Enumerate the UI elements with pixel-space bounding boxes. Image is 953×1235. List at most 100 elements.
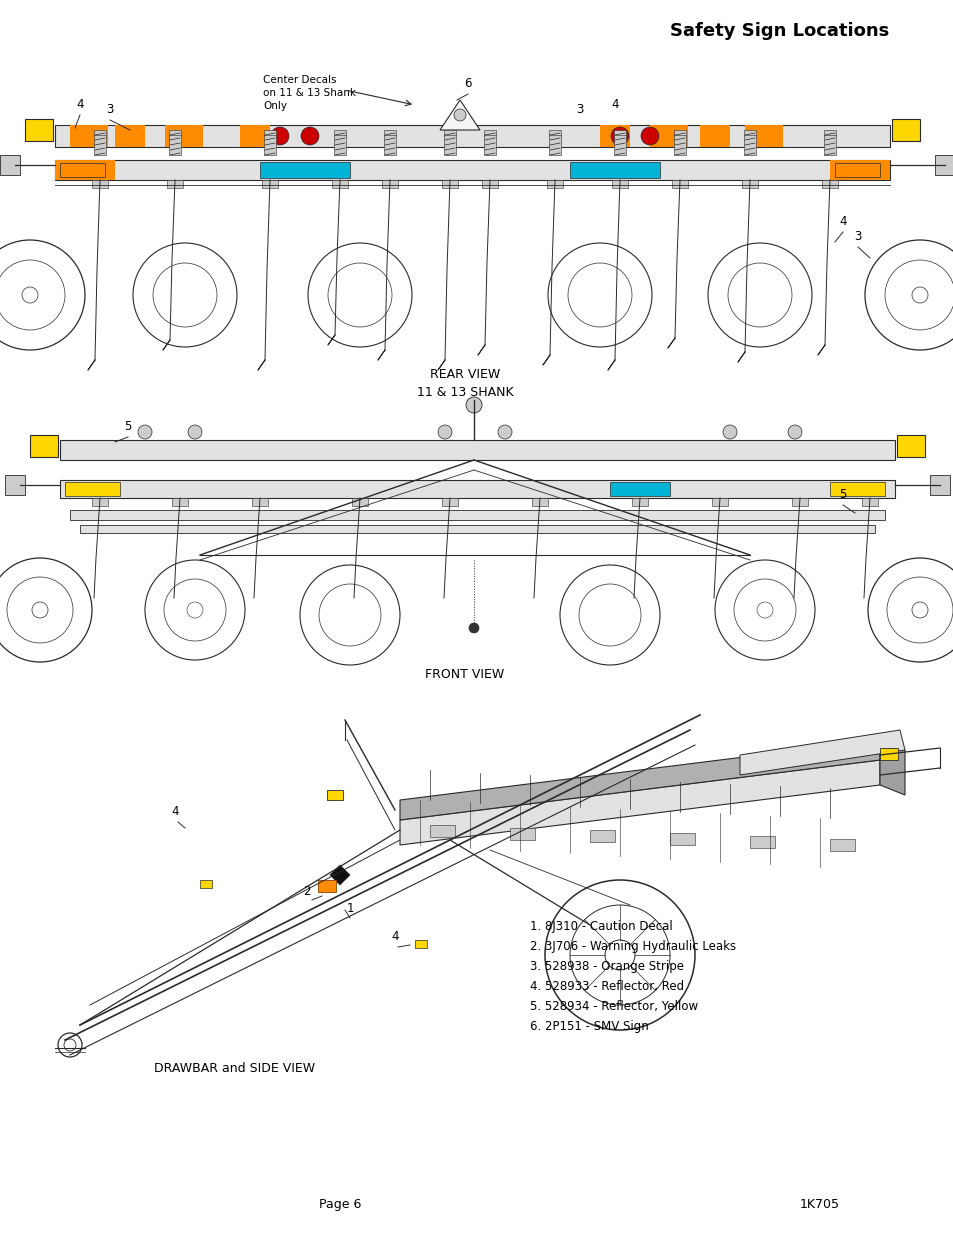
Bar xyxy=(599,125,629,147)
Text: 6: 6 xyxy=(464,77,471,90)
Bar xyxy=(65,482,120,496)
Text: 4: 4 xyxy=(172,805,178,818)
Text: REAR VIEW
11 & 13 SHANK: REAR VIEW 11 & 13 SHANK xyxy=(416,368,513,399)
Bar xyxy=(823,135,835,156)
Bar xyxy=(80,525,874,534)
Polygon shape xyxy=(879,740,904,795)
Bar xyxy=(510,827,535,840)
Text: 2. 3J706 - Warning Hydraulic Leaks: 2. 3J706 - Warning Hydraulic Leaks xyxy=(530,940,736,953)
Bar xyxy=(823,130,835,136)
Bar xyxy=(891,119,919,141)
Bar xyxy=(169,130,181,136)
Circle shape xyxy=(722,425,737,438)
Bar xyxy=(673,130,685,136)
Bar xyxy=(91,498,108,506)
Bar xyxy=(384,135,395,156)
Bar xyxy=(430,825,455,837)
Bar xyxy=(483,135,496,156)
Bar xyxy=(25,119,53,141)
Text: 2: 2 xyxy=(303,885,311,898)
Text: 4. 528933 - Reflector, Red: 4. 528933 - Reflector, Red xyxy=(530,981,683,993)
Bar xyxy=(821,180,837,188)
Bar xyxy=(94,130,106,136)
Bar xyxy=(834,163,879,177)
Polygon shape xyxy=(399,760,879,845)
Bar xyxy=(829,839,854,851)
Bar xyxy=(332,180,348,188)
Bar xyxy=(94,135,106,156)
Text: FRONT VIEW: FRONT VIEW xyxy=(425,668,504,680)
Bar xyxy=(548,130,560,136)
Bar xyxy=(334,135,346,156)
Bar xyxy=(60,440,894,459)
Text: 4: 4 xyxy=(611,98,618,111)
Bar xyxy=(55,161,889,180)
Text: 4: 4 xyxy=(76,98,84,111)
Bar xyxy=(55,125,889,147)
Text: DRAWBAR and SIDE VIEW: DRAWBAR and SIDE VIEW xyxy=(154,1062,315,1074)
Bar xyxy=(673,135,685,156)
Bar xyxy=(352,498,368,506)
Bar xyxy=(791,498,807,506)
Bar xyxy=(649,125,687,147)
Bar xyxy=(711,498,727,506)
Bar xyxy=(115,125,145,147)
Bar xyxy=(671,180,687,188)
Bar xyxy=(548,135,560,156)
Bar xyxy=(262,180,277,188)
Text: 5: 5 xyxy=(839,488,846,501)
Text: Safety Sign Locations: Safety Sign Locations xyxy=(670,22,889,40)
Bar xyxy=(532,498,547,506)
Circle shape xyxy=(787,425,801,438)
Text: Center Decals
on 11 & 13 Shank
Only: Center Decals on 11 & 13 Shank Only xyxy=(263,75,355,111)
Circle shape xyxy=(188,425,202,438)
Bar xyxy=(631,498,647,506)
Bar xyxy=(896,435,924,457)
Polygon shape xyxy=(439,100,479,130)
Bar xyxy=(829,161,889,180)
Text: 1K705: 1K705 xyxy=(800,1198,840,1212)
Bar xyxy=(669,834,695,845)
Bar xyxy=(60,480,894,498)
Text: 6. 2P151 - SMV Sign: 6. 2P151 - SMV Sign xyxy=(530,1020,648,1032)
Bar xyxy=(589,830,615,842)
Bar xyxy=(70,510,884,520)
Bar xyxy=(743,135,755,156)
Bar xyxy=(252,498,268,506)
Bar xyxy=(172,498,188,506)
Bar xyxy=(91,180,108,188)
Bar xyxy=(614,130,625,136)
Circle shape xyxy=(301,127,318,144)
Circle shape xyxy=(640,127,659,144)
Circle shape xyxy=(610,127,628,144)
Bar xyxy=(260,162,350,178)
Bar xyxy=(60,163,105,177)
Text: Page 6: Page 6 xyxy=(318,1198,361,1212)
Text: 5: 5 xyxy=(124,420,132,433)
Bar xyxy=(546,180,562,188)
Bar xyxy=(741,180,758,188)
Bar xyxy=(483,130,496,136)
Bar xyxy=(443,135,456,156)
Circle shape xyxy=(465,396,481,412)
Circle shape xyxy=(469,622,478,634)
Bar xyxy=(744,125,782,147)
Circle shape xyxy=(454,109,465,121)
Bar xyxy=(200,881,212,888)
Bar xyxy=(749,836,774,848)
Text: 3: 3 xyxy=(106,103,113,116)
Polygon shape xyxy=(330,864,350,885)
Text: 3. 528938 - Orange Stripe: 3. 528938 - Orange Stripe xyxy=(530,960,683,973)
Bar xyxy=(614,135,625,156)
Text: 3: 3 xyxy=(854,230,861,243)
Bar xyxy=(240,125,270,147)
Polygon shape xyxy=(399,740,879,820)
Bar xyxy=(169,135,181,156)
Bar xyxy=(384,130,395,136)
Bar xyxy=(70,125,108,147)
Bar xyxy=(441,180,457,188)
Bar xyxy=(441,498,457,506)
Bar xyxy=(609,482,669,496)
Bar xyxy=(481,180,497,188)
Bar xyxy=(415,940,427,948)
